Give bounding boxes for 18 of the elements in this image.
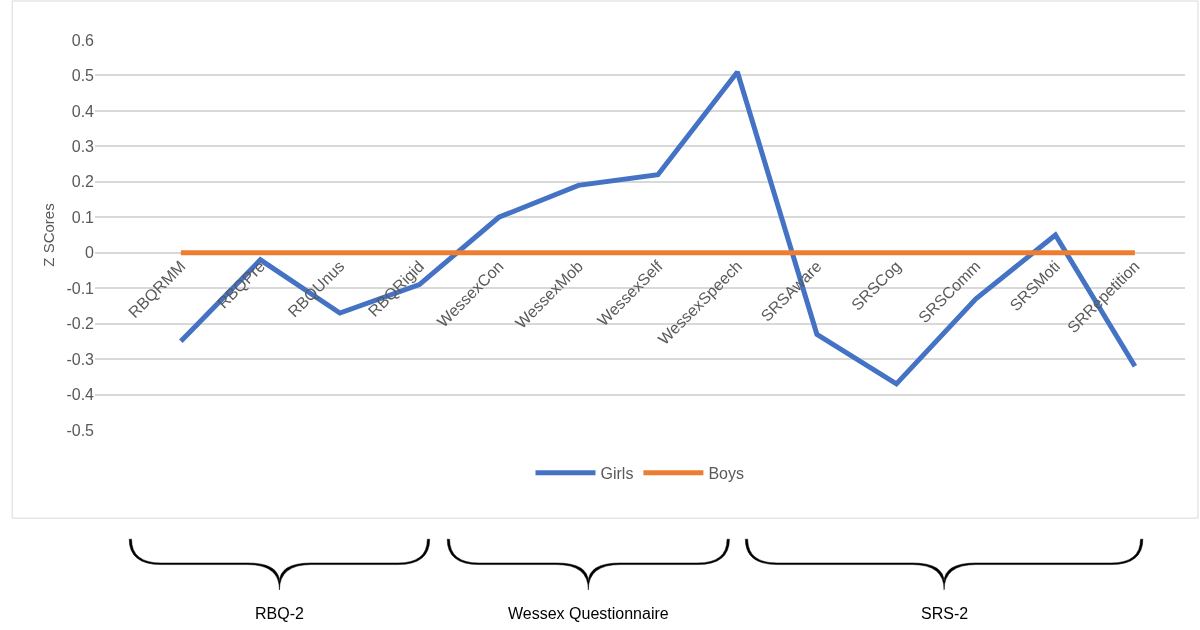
y-tick-label: -0.2 [66,315,95,333]
y-tick-label: 0.2 [71,173,95,191]
y-tick-label: 0.6 [71,31,95,49]
y-tick-label: -0.5 [66,421,95,439]
y-tick-label: 0.5 [71,67,95,85]
y-axis-title: Z SCores [39,203,57,267]
y-tick-label: -0.1 [66,279,95,297]
text: RBQ-2 [255,605,304,622]
y-tick-label: 0.1 [71,208,95,226]
y-tick-label: 0.3 [71,137,95,155]
y-tick-label: -0.3 [66,350,95,368]
y-tick-label: 0 [85,244,95,262]
legend-label: Girls [600,465,634,483]
text: Wessex Questionnaire [508,605,669,622]
y-tick-label: -0.4 [66,386,95,404]
legend-label: Boys [708,465,744,483]
y-tick-label: 0.4 [71,102,95,120]
text: SRS-2 [921,605,969,622]
